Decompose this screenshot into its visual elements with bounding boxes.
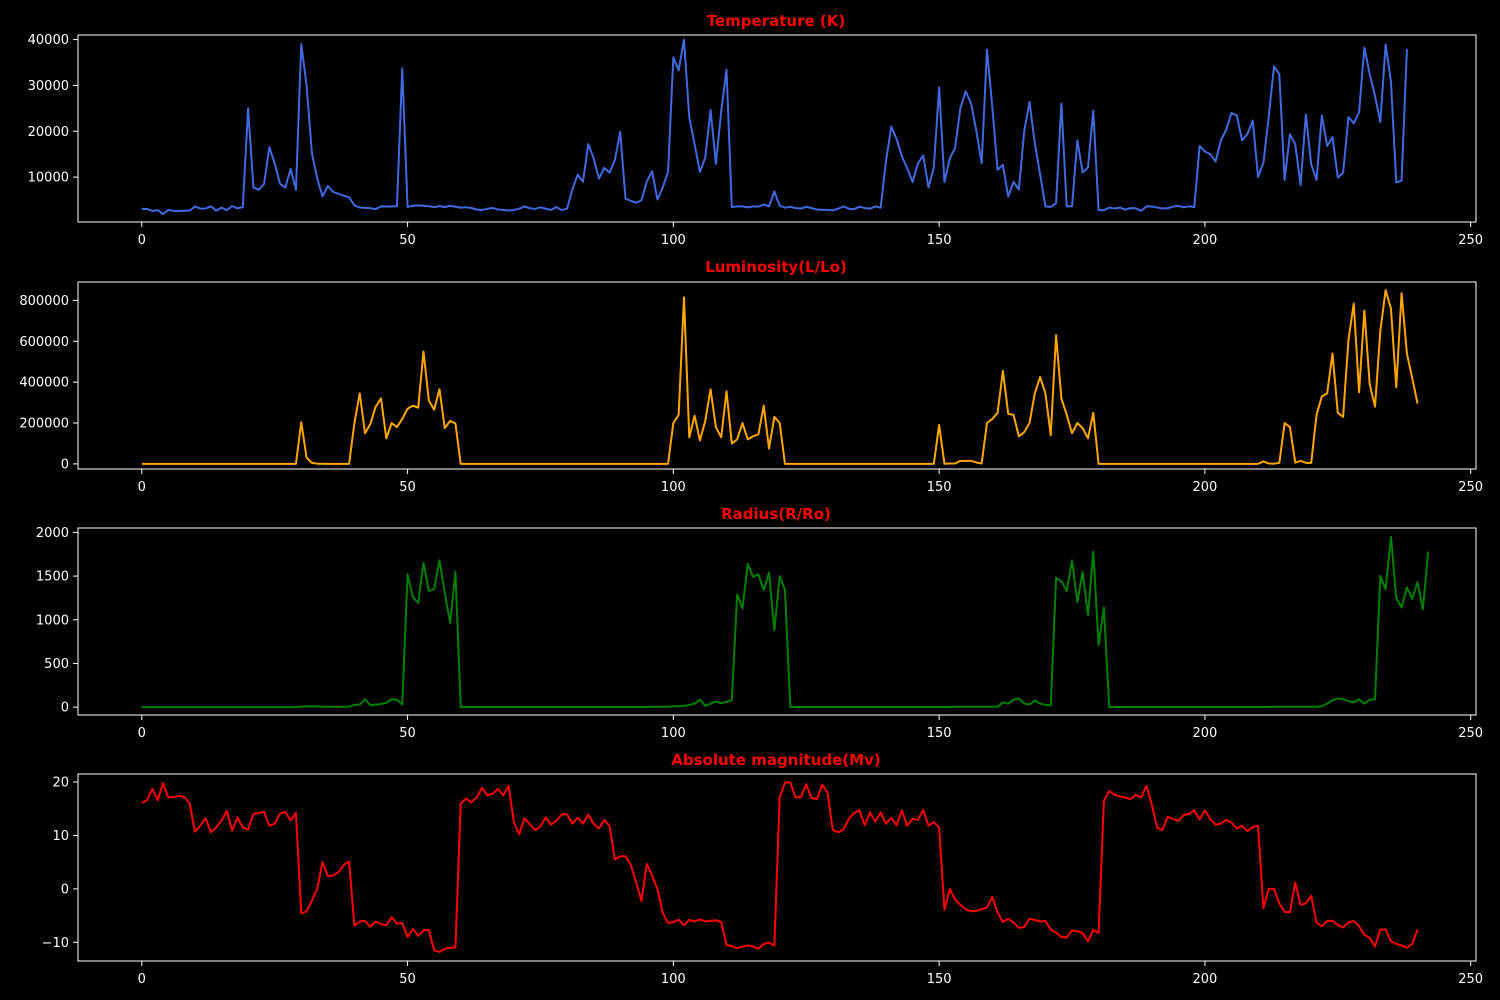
y-tick-label-luminosity: 200000 <box>19 417 69 432</box>
x-tick-label-luminosity: 50 <box>399 480 416 495</box>
x-tick-label-temperature: 100 <box>661 233 686 248</box>
y-tick-label-radius: 1500 <box>36 570 69 585</box>
x-tick-label-absolute-magnitude: 100 <box>661 972 686 987</box>
y-tick-label-absolute-magnitude: 20 <box>52 776 69 791</box>
y-axis-temperature: 10000 20000 30000 40000 <box>28 33 78 186</box>
x-tick-label-absolute-magnitude: 50 <box>399 972 416 987</box>
y-tick-label-temperature: 20000 <box>28 125 69 140</box>
x-tick-label-temperature: 200 <box>1192 233 1217 248</box>
x-tick-label-temperature: 50 <box>399 233 416 248</box>
y-tick-label-temperature: 40000 <box>28 33 69 48</box>
x-tick-label-luminosity: 150 <box>927 480 952 495</box>
x-tick-label-temperature: 0 <box>138 233 146 248</box>
chart-title-temperature: Temperature (K) <box>707 12 845 30</box>
x-tick-label-radius: 0 <box>138 726 146 741</box>
y-tick-label-luminosity: 400000 <box>19 376 69 391</box>
x-tick-label-absolute-magnitude: 150 <box>927 972 952 987</box>
y-axis-absolute-magnitude: −10 0 10 20 <box>42 776 78 951</box>
x-tick-label-luminosity: 100 <box>661 480 686 495</box>
plot-frame-temperature <box>77 34 1477 223</box>
y-tick-label-radius: 0 <box>61 701 69 716</box>
x-tick-label-luminosity: 200 <box>1192 480 1217 495</box>
x-tick-label-luminosity: 250 <box>1458 480 1483 495</box>
chart-title-absolute-magnitude: Absolute magnitude(Mv) <box>671 751 880 769</box>
y-tick-label-absolute-magnitude: −10 <box>42 936 69 951</box>
subplot-radius: Radius(R/Ro) 0 50 100 150 200 250 0 500 1000 150… <box>36 505 1483 741</box>
x-tick-label-radius: 50 <box>399 726 416 741</box>
y-tick-label-radius: 2000 <box>36 526 69 541</box>
series-line-luminosity <box>141 289 1419 465</box>
x-axis-temperature: 0 50 100 150 200 250 <box>138 222 1483 248</box>
x-axis-radius: 0 50 100 150 200 250 <box>138 715 1483 741</box>
x-tick-label-temperature: 150 <box>927 233 952 248</box>
x-tick-label-radius: 250 <box>1458 726 1483 741</box>
subplot-temperature: Temperature (K) 0 50 100 150 200 250 10000 200… <box>28 12 1483 248</box>
x-axis-absolute-magnitude: 0 50 100 150 200 250 <box>138 961 1483 987</box>
x-tick-label-absolute-magnitude: 200 <box>1192 972 1217 987</box>
x-tick-label-radius: 200 <box>1192 726 1217 741</box>
y-tick-label-absolute-magnitude: 10 <box>52 829 69 844</box>
series-line-radius <box>141 535 1430 709</box>
x-tick-label-absolute-magnitude: 0 <box>138 972 146 987</box>
plot-frame-radius <box>77 527 1477 716</box>
y-tick-label-luminosity: 600000 <box>19 335 69 350</box>
chart-title-luminosity: Luminosity(L/Lo) <box>705 258 847 276</box>
subplot-absolute-magnitude: Absolute magnitude(Mv) 0 50 100 150 200 250 −… <box>42 751 1484 987</box>
plot-frame-absolute-magnitude <box>77 773 1477 962</box>
y-tick-label-luminosity: 0 <box>61 457 69 472</box>
y-axis-radius: 0 500 1000 1500 2000 <box>36 526 78 716</box>
y-tick-label-radius: 500 <box>44 657 69 672</box>
subplot-luminosity: Luminosity(L/Lo) 0 50 100 150 200 250 0 200000… <box>19 258 1483 495</box>
y-tick-label-temperature: 10000 <box>28 171 69 186</box>
y-tick-label-radius: 1000 <box>36 613 69 628</box>
x-tick-label-luminosity: 0 <box>138 480 146 495</box>
y-tick-label-luminosity: 800000 <box>19 294 69 309</box>
series-line-temperature <box>141 38 1408 216</box>
x-tick-label-radius: 150 <box>927 726 952 741</box>
y-tick-label-temperature: 30000 <box>28 79 69 94</box>
chart-title-radius: Radius(R/Ro) <box>721 505 831 523</box>
x-tick-label-radius: 100 <box>661 726 686 741</box>
plot-frame-luminosity <box>77 281 1477 470</box>
x-axis-luminosity: 0 50 100 150 200 250 <box>138 469 1483 495</box>
x-tick-label-absolute-magnitude: 250 <box>1458 972 1483 987</box>
x-tick-label-temperature: 250 <box>1458 233 1483 248</box>
y-tick-label-absolute-magnitude: 0 <box>61 882 69 897</box>
y-axis-luminosity: 0 200000 400000 600000 800000 <box>19 294 78 472</box>
series-line-absolute-magnitude <box>141 781 1419 953</box>
